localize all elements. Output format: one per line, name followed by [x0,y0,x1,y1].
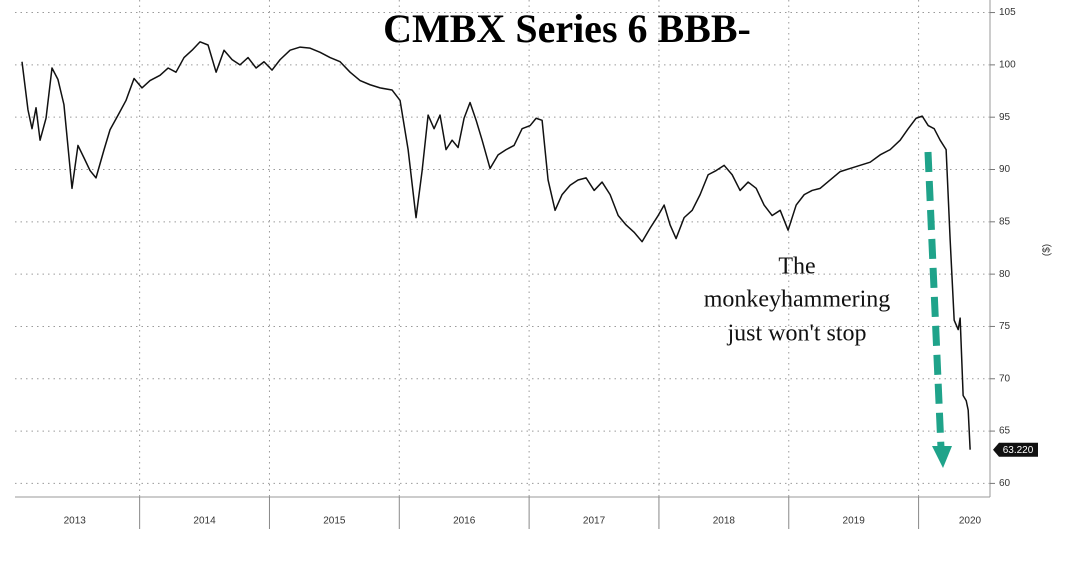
x-tick-label: 2018 [713,516,736,527]
y-tick-label: 85 [999,216,1011,227]
x-tick-label: 2020 [959,516,982,527]
price-line [21,41,971,450]
annotation: The monkeyhammering just won't stop [704,254,891,347]
arrow [924,151,952,468]
y-tick-label: 60 [999,478,1011,489]
y-tick-label: 100 [999,60,1016,71]
arrow-shaft [924,151,945,449]
y-tick-label: 65 [999,426,1011,437]
y-axis-label: ($) [1042,244,1053,256]
y-tick-label: 105 [999,7,1016,18]
y-tick-label: 95 [999,112,1011,123]
last-value-label: 63.220 [1003,445,1034,456]
x-tick-label: 2016 [453,516,476,527]
annotation-line: just won't stop [726,321,866,347]
annotation-line: monkeyhammering [704,287,891,313]
arrow-head [932,446,952,468]
annotation-line: The [778,254,815,280]
y-tick-label: 90 [999,164,1011,175]
last-value-tag [993,442,1038,457]
plot [21,41,971,450]
y-tick-label: 80 [999,269,1011,280]
y-tick-label: 70 [999,373,1011,384]
x-tick-label: 2019 [843,516,866,527]
y-tick-label: 75 [999,321,1011,332]
x-tick-label: 2015 [323,516,346,527]
x-tick-label: 2014 [193,516,216,527]
x-tick-label: 2017 [583,516,606,527]
x-tick-label: 2013 [64,516,87,527]
grid [15,0,990,497]
chart-title: CMBX Series 6 BBB- [383,6,751,51]
